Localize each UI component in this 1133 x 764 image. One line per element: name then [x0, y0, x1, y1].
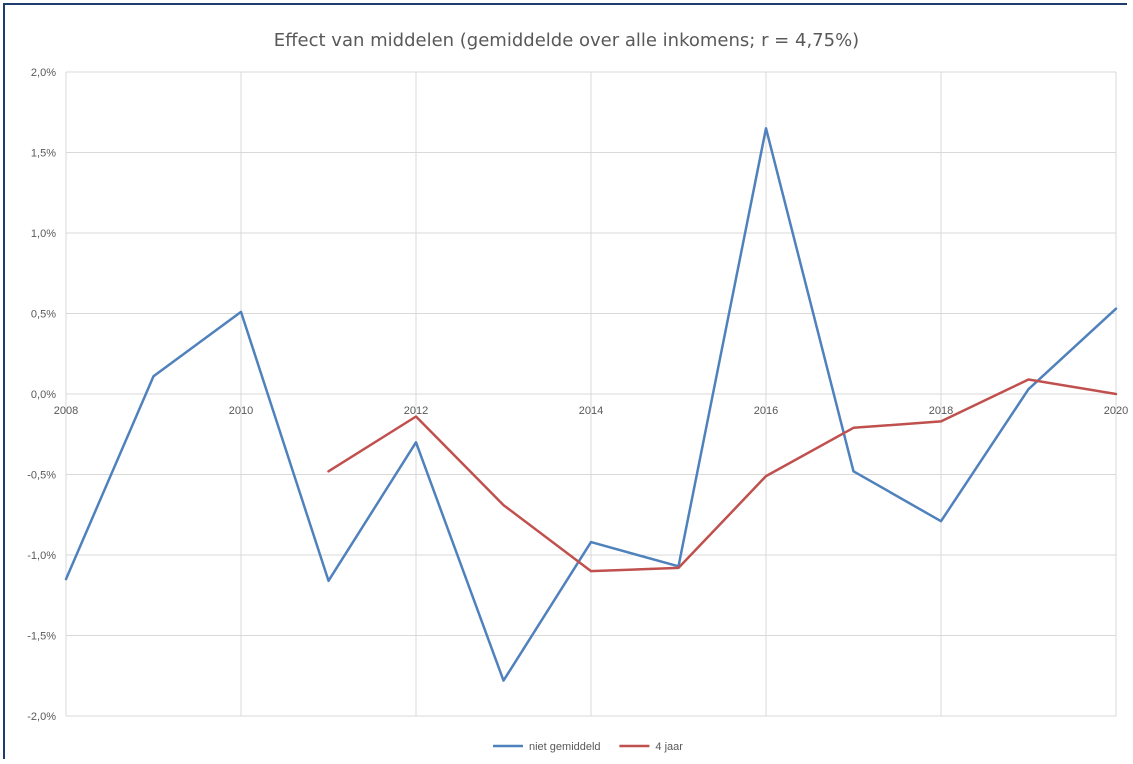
y-tick-label: 1,0%: [31, 228, 56, 240]
series-line: [64, 127, 1118, 682]
x-tick-label: 2012: [404, 405, 428, 417]
x-tick-label: 2018: [929, 405, 953, 417]
y-tick-label: -2,0%: [27, 711, 56, 723]
series-layer: [64, 127, 1118, 682]
legend-label: 4 jaar: [655, 741, 683, 753]
grid-layer: [65, 71, 1117, 717]
y-tick-label: 1,5%: [31, 148, 56, 160]
y-axis-tick-labels: 2,0% 1,5% 1,0% 0,5% 0,0% -0,5% -1,0% -1,5% -2,0%: [27, 67, 56, 723]
series-line: [327, 378, 1118, 573]
chart-title: Effect van middelen (gemiddelde over all…: [273, 30, 860, 51]
chart-frame: [3, 3, 1127, 759]
y-tick-label: 0,5%: [31, 309, 56, 321]
x-tick-label: 2016: [754, 405, 778, 417]
y-tick-label: -1,5%: [27, 631, 56, 643]
x-tick-label: 2020: [1104, 405, 1128, 417]
legend: niet gemiddeld 4 jaar: [493, 741, 683, 753]
y-tick-label: -1,0%: [27, 550, 56, 562]
y-tick-label: -0,5%: [27, 470, 56, 482]
y-tick-label: 0,0%: [31, 389, 56, 401]
x-tick-label: 2010: [229, 405, 253, 417]
legend-label: niet gemiddeld: [529, 741, 601, 753]
x-tick-label: 2008: [54, 405, 78, 417]
x-tick-label: 2014: [579, 405, 603, 417]
x-axis-tick-labels: 2008 2010 2012 2014 2016 2018 2020: [54, 405, 1128, 417]
y-tick-label: 2,0%: [31, 67, 56, 79]
